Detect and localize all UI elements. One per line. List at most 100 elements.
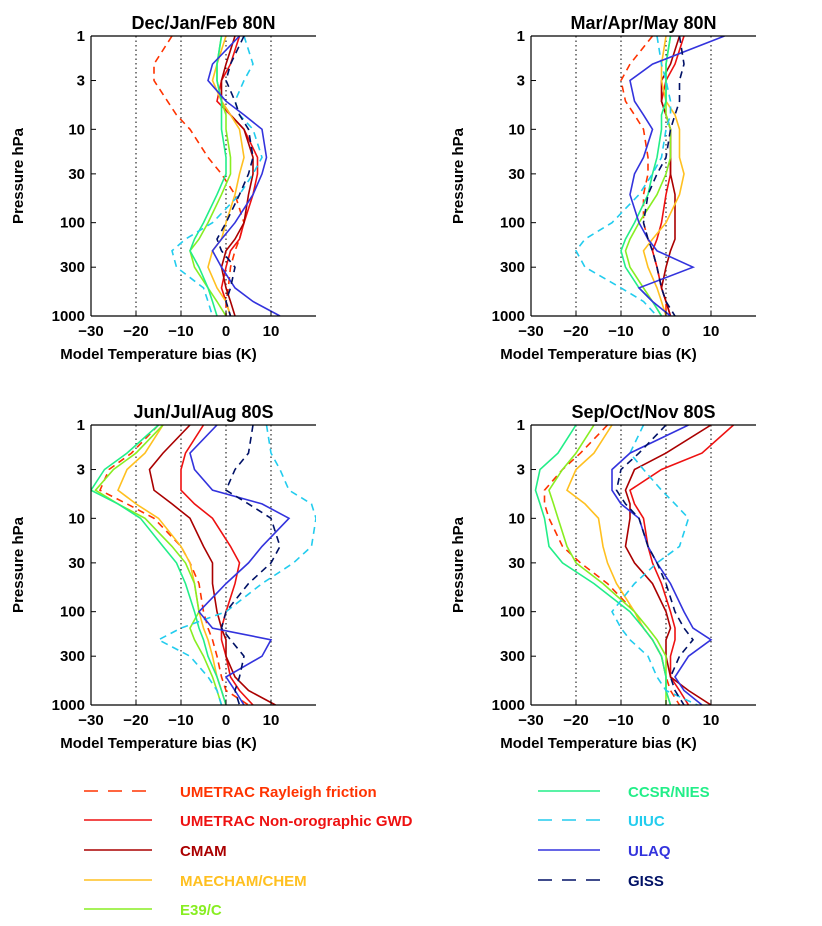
legend-label: GISS <box>628 873 664 890</box>
series-group <box>153 36 281 316</box>
series-line-ccsr-nies <box>534 425 672 705</box>
x-tick-label: 10 <box>263 323 280 340</box>
y-tick-label: 1000 <box>52 308 85 325</box>
series-line-umetrac-non-orographic-gwd <box>651 36 685 316</box>
panel-title: Dec/Jan/Feb 80N <box>131 13 275 33</box>
series-line-ulaq <box>207 36 281 316</box>
y-tick-label: 100 <box>60 604 85 621</box>
series-line-ulaq <box>189 425 291 705</box>
series-line-ulaq <box>611 425 713 705</box>
y-tick-label: 300 <box>60 259 85 276</box>
legend-item: UMETRAC Rayleigh friction <box>84 784 377 801</box>
legend-item: CMAM <box>84 843 227 860</box>
x-axis-label: Model Temperature bias (K) <box>60 346 256 363</box>
legend-item: CCSR/NIES <box>538 784 710 801</box>
y-tick-label: 1000 <box>492 308 525 325</box>
series-line-ulaq <box>629 36 725 316</box>
legend-label: MAECHAM/CHEM <box>180 873 307 890</box>
x-axis-label: Model Temperature bias (K) <box>60 735 256 752</box>
legend-label: UIUC <box>628 813 665 830</box>
x-tick-label: −30 <box>518 712 543 729</box>
series-line-umetrac-non-orographic-gwd <box>629 425 735 705</box>
x-tick-label: −20 <box>123 323 148 340</box>
legend-label: UMETRAC Non-orographic GWD <box>180 813 413 830</box>
y-tick-label: 300 <box>60 648 85 665</box>
series-line-uiuc <box>171 36 263 316</box>
series-line-giss <box>220 425 281 705</box>
series-line-ccsr-nies <box>91 425 227 705</box>
legend-item: E39/C <box>84 902 222 919</box>
x-tick-label: −20 <box>123 712 148 729</box>
y-axis-label: Pressure hPa <box>10 127 27 224</box>
x-tick-label: 10 <box>703 712 720 729</box>
series-line-cmam <box>624 425 712 705</box>
y-tick-label: 1 <box>77 417 85 434</box>
legend: UMETRAC Rayleigh friction UMETRAC Non-oro… <box>84 784 710 919</box>
legend-item: UMETRAC Non-orographic GWD <box>84 813 413 830</box>
legend-item: MAECHAM/CHEM <box>84 873 307 890</box>
panel-title: Sep/Oct/Nov 80S <box>571 402 715 422</box>
y-tick-label: 3 <box>77 73 85 90</box>
y-tick-label: 3 <box>77 462 85 479</box>
x-tick-label: −10 <box>608 323 633 340</box>
y-axis-label: Pressure hPa <box>450 516 467 613</box>
series-line-giss <box>615 425 695 705</box>
series-line-uiuc <box>611 425 698 705</box>
series-line-uiuc <box>156 425 316 705</box>
x-tick-label: −10 <box>168 712 193 729</box>
x-tick-label: −30 <box>78 323 103 340</box>
y-tick-label: 1000 <box>492 697 525 714</box>
panel-4: −30 −20 −10 0 10 1 3 10 30 100 300 1000 Sep/Oct/Nov … <box>450 402 756 752</box>
y-tick-label: 100 <box>500 215 525 232</box>
series-line-umetrac-rayleigh-friction <box>543 425 681 705</box>
y-tick-label: 10 <box>508 510 525 527</box>
series-line-uiuc <box>575 36 672 316</box>
panel-2: −30 −20 −10 0 10 1 3 10 30 100 300 1000 Mar/Apr/May … <box>450 13 756 363</box>
x-tick-label: 10 <box>703 323 720 340</box>
legend-label: CCSR/NIES <box>628 784 710 801</box>
y-axis-label: Pressure hPa <box>450 127 467 224</box>
series-line-ccsr-nies <box>620 36 672 316</box>
x-tick-label: 10 <box>263 712 280 729</box>
y-axis-label: Pressure hPa <box>10 516 27 613</box>
y-tick-label: 300 <box>500 648 525 665</box>
series-line-maecham-chem <box>642 36 685 316</box>
x-tick-label: 0 <box>662 712 670 729</box>
x-tick-label: 0 <box>222 323 230 340</box>
y-tick-label: 1000 <box>52 697 85 714</box>
series-line-e39-c <box>94 425 223 705</box>
y-tick-label: 30 <box>508 166 525 183</box>
x-tick-label: −30 <box>518 323 543 340</box>
y-tick-label: 30 <box>68 555 85 572</box>
y-tick-label: 30 <box>508 555 525 572</box>
legend-item: GISS <box>538 873 664 890</box>
series-line-maecham-chem <box>566 425 672 705</box>
y-tick-label: 1 <box>77 28 85 45</box>
y-tick-label: 3 <box>517 462 525 479</box>
y-tick-label: 100 <box>500 604 525 621</box>
series-group <box>534 425 735 705</box>
y-tick-label: 10 <box>68 510 85 527</box>
panel-title: Mar/Apr/May 80N <box>570 13 716 33</box>
legend-item: ULAQ <box>538 843 671 860</box>
legend-label: E39/C <box>180 902 222 919</box>
x-tick-label: 0 <box>222 712 230 729</box>
y-tick-label: 1 <box>517 28 525 45</box>
legend-item: UIUC <box>538 813 665 830</box>
y-tick-label: 1 <box>517 417 525 434</box>
y-tick-label: 30 <box>68 166 85 183</box>
series-line-umetrac-rayleigh-friction <box>620 36 667 316</box>
x-tick-label: −20 <box>563 323 588 340</box>
x-axis-label: Model Temperature bias (K) <box>500 346 696 363</box>
series-line-maecham-chem <box>117 425 227 705</box>
legend-label: CMAM <box>180 843 227 860</box>
series-group <box>91 425 316 705</box>
legend-label: UMETRAC Rayleigh friction <box>180 784 377 801</box>
series-line-cmam <box>148 425 276 705</box>
panel-1: −30 −20 −10 0 10 1 3 10 30 100 300 1000 Dec/Jan/Feb … <box>10 13 316 363</box>
series-line-umetrac-rayleigh-friction <box>153 36 245 316</box>
x-axis-label: Model Temperature bias (K) <box>500 735 696 752</box>
x-tick-label: −10 <box>608 712 633 729</box>
